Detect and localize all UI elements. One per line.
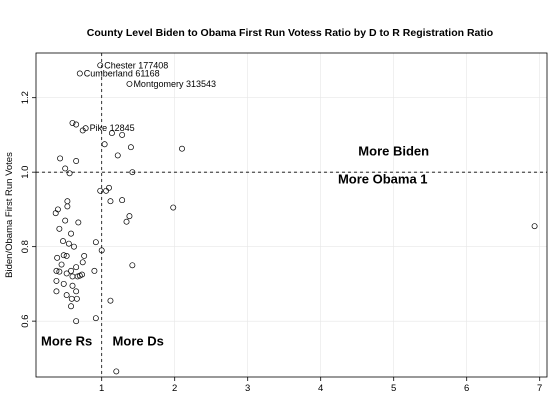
data-point [179, 145, 185, 152]
data-point [170, 204, 177, 211]
data-point [119, 197, 126, 204]
data-point [63, 270, 70, 277]
data-point [73, 264, 80, 271]
data-point [63, 292, 70, 299]
data-point [53, 288, 60, 295]
point-annotation: Cumberland 61168 [84, 68, 160, 78]
plot-frame [35, 52, 548, 378]
data-point [63, 253, 70, 259]
y-tick-label: 0.8 [20, 240, 31, 253]
data-point [52, 210, 59, 217]
data-point [101, 141, 108, 148]
y-axis: 0.6 0.8 1.0 1.2 [20, 91, 36, 328]
data-point [56, 268, 63, 275]
data-point [126, 80, 133, 87]
x-tick-label: 2 [172, 383, 177, 394]
data-point [97, 187, 104, 194]
data-point [68, 295, 75, 302]
data-point [73, 318, 80, 325]
data-point [76, 70, 83, 77]
data-point [73, 121, 80, 128]
data-point [129, 169, 136, 176]
data-point [73, 295, 80, 302]
region-labels: More Biden More Obama 1 More Rs More Ds [41, 143, 429, 348]
data-point [91, 267, 98, 274]
x-tick-label: 3 [245, 383, 250, 394]
chart-title: County Level Biden to Obama First Run Vo… [87, 27, 493, 39]
data-point [75, 219, 82, 226]
data-point [58, 261, 65, 268]
data-point [119, 131, 126, 138]
data-point [57, 155, 64, 162]
data-point [79, 127, 86, 134]
data-point [69, 273, 76, 280]
data-point [69, 120, 76, 126]
data-point [98, 247, 105, 254]
data-point [68, 267, 74, 274]
y-axis-label: Biden/Obama First Run Votes [4, 152, 15, 278]
data-point [53, 267, 60, 274]
data-point [97, 62, 104, 69]
region-label: More Ds [113, 333, 164, 348]
data-point [64, 203, 71, 210]
data-point [106, 184, 112, 191]
data-points [52, 62, 538, 375]
data-point [53, 277, 60, 284]
data-point [69, 282, 76, 289]
x-tick-label: 4 [318, 383, 323, 394]
point-annotation: Pike 12845 [90, 123, 135, 133]
data-point [62, 217, 69, 224]
data-point [64, 198, 71, 205]
data-point [60, 252, 67, 259]
data-point [60, 238, 66, 245]
region-label: More Obama 1 [338, 171, 428, 186]
data-point [114, 152, 121, 159]
data-point [68, 230, 74, 237]
data-point [129, 262, 136, 269]
data-point [68, 303, 74, 310]
region-label: More Biden [358, 143, 429, 158]
x-tick-label: 7 [537, 383, 542, 394]
data-point [66, 170, 73, 177]
data-point [56, 225, 63, 232]
data-point [103, 187, 110, 194]
data-point [107, 297, 114, 304]
x-axis: 1 2 3 4 5 6 7 [99, 377, 542, 394]
data-point [65, 240, 72, 247]
y-tick-label: 1.0 [20, 166, 31, 179]
x-tick-label: 5 [391, 383, 396, 394]
point-annotation: Chester 177408 [104, 60, 168, 70]
data-point [126, 213, 133, 220]
data-point [62, 165, 69, 172]
data-point [73, 288, 80, 295]
grid-lines [36, 53, 547, 377]
point-annotation: Montgomery 313543 [133, 79, 216, 89]
data-point [107, 198, 114, 205]
y-tick-label: 1.2 [20, 91, 31, 104]
x-tick-label: 1 [99, 383, 104, 394]
x-tick-label: 6 [464, 383, 469, 394]
data-point [113, 368, 120, 375]
reference-lines [36, 53, 547, 377]
data-point [60, 280, 67, 287]
data-point [531, 223, 538, 230]
data-point [127, 144, 134, 151]
data-point [92, 315, 99, 322]
region-label: More Rs [41, 333, 92, 348]
data-point [81, 253, 88, 259]
data-point [123, 218, 130, 225]
y-tick-label: 0.6 [20, 315, 31, 328]
data-point [54, 254, 61, 261]
data-point [79, 259, 86, 266]
data-point [92, 239, 99, 246]
data-point [73, 158, 80, 164]
data-point [108, 130, 115, 137]
data-point [71, 243, 77, 250]
data-point [79, 271, 85, 278]
